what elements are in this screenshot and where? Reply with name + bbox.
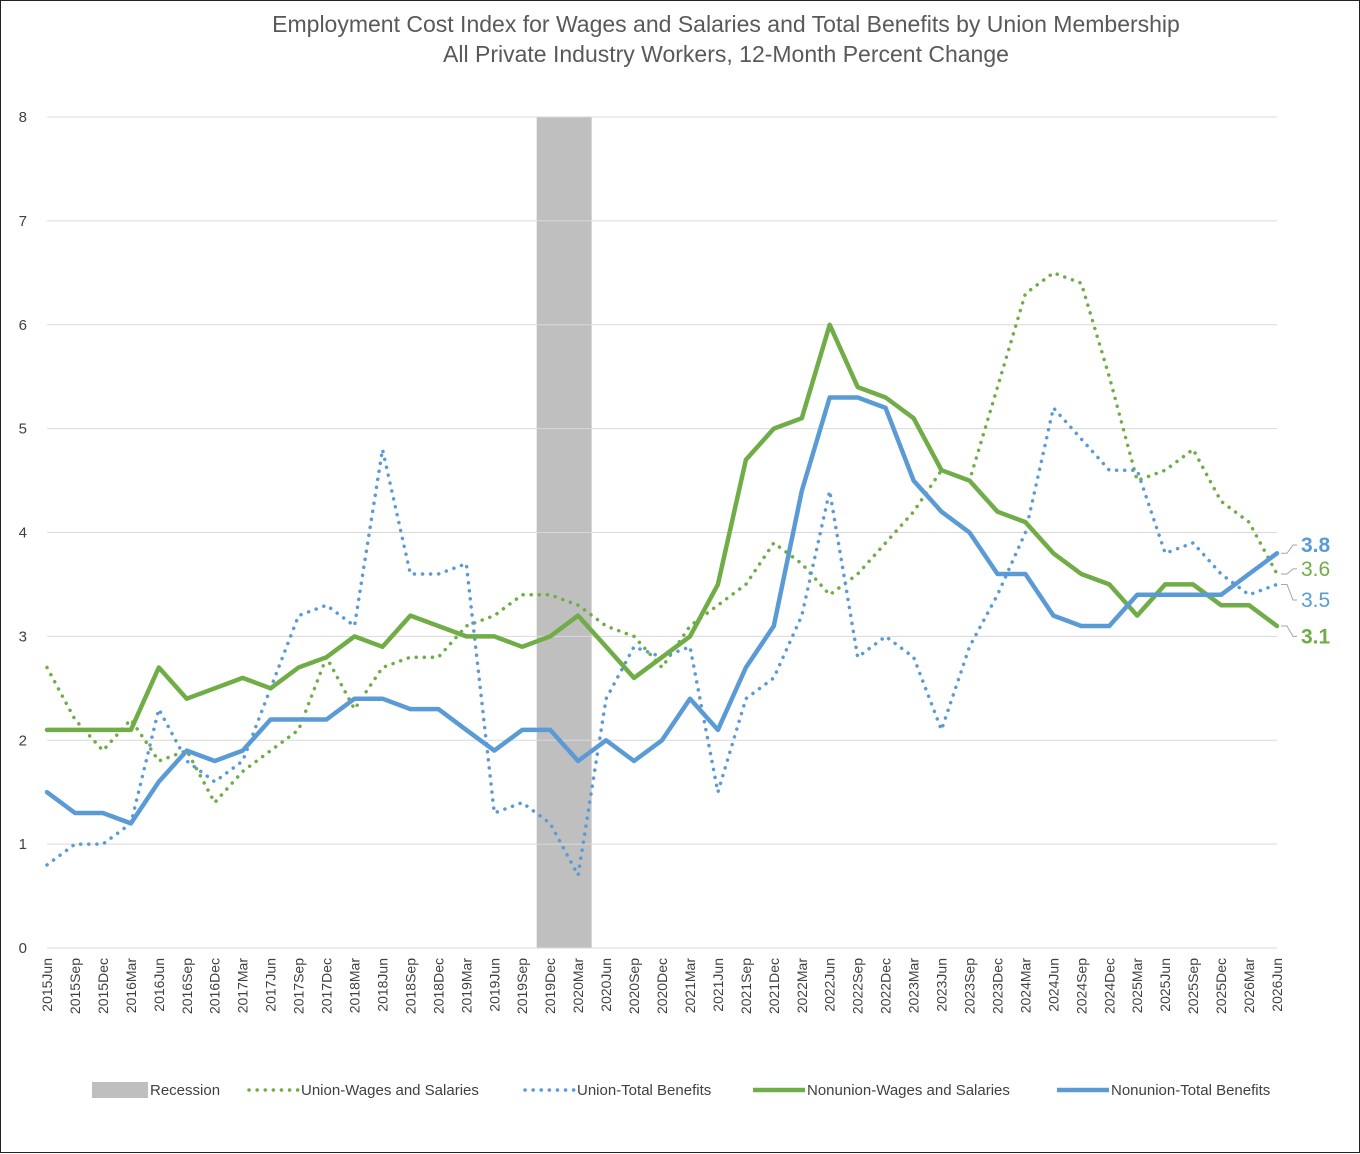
x-tick-label: 2020Jun <box>598 958 614 1012</box>
series-line-nonunion-wages-and-salaries <box>44 322 1280 733</box>
legend: Recession Union-Wages and Salaries Union-T… <box>92 1082 1270 1099</box>
legend-label: Nonunion-Total Benefits <box>1111 1082 1270 1099</box>
x-tick-label: 2020Dec <box>654 958 670 1014</box>
x-tick-label: 2021Jun <box>710 958 726 1012</box>
x-tick-label: 2015Dec <box>95 958 111 1014</box>
x-tick-label: 2022Dec <box>878 958 894 1014</box>
x-tick-label: 2018Mar <box>347 958 363 1014</box>
x-tick-label: 2016Mar <box>123 958 139 1014</box>
x-tick-label: 2024Mar <box>1017 958 1033 1014</box>
legend-label: Recession <box>150 1082 220 1099</box>
x-tick-label: 2016Sep <box>179 958 195 1014</box>
legend-swatch-recession <box>92 1082 148 1098</box>
x-tick-label: 2021Mar <box>682 958 698 1014</box>
x-tick-label: 2017Dec <box>319 958 335 1014</box>
x-tick-label: 2017Mar <box>235 958 251 1014</box>
y-tick-label: 3 <box>19 628 27 645</box>
series-line-union-wages-and-salaries <box>45 271 1279 805</box>
x-tick-label: 2016Jun <box>151 958 167 1012</box>
y-tick-label: 1 <box>19 836 27 853</box>
x-tick-label: 2018Sep <box>402 958 418 1014</box>
legend-label: Union-Wages and Salaries <box>301 1082 479 1099</box>
y-tick-label: 4 <box>19 525 27 542</box>
end-label: 3.6 <box>1301 558 1330 581</box>
x-tick-label: 2023Sep <box>962 958 978 1014</box>
legend-label: Nonunion-Wages and Salaries <box>807 1082 1010 1099</box>
y-tick-label: 8 <box>19 109 27 126</box>
legend-label: Union-Total Benefits <box>577 1082 711 1099</box>
x-tick-label: 2018Dec <box>430 958 446 1014</box>
y-tick-label: 7 <box>19 213 27 230</box>
y-tick-label: 5 <box>19 421 27 438</box>
x-tick-label: 2021Sep <box>738 958 754 1014</box>
x-tick-label: 2025Dec <box>1213 958 1229 1014</box>
y-tick-label: 6 <box>19 317 27 334</box>
y-tick-label: 2 <box>19 732 27 749</box>
x-tick-label: 2021Dec <box>766 958 782 1014</box>
end-label-leader <box>1281 544 1297 554</box>
chart-subtitle: All Private Industry Workers, 12-Month P… <box>443 41 1009 67</box>
end-label: 3.8 <box>1301 534 1331 557</box>
x-tick-label: 2015Sep <box>67 958 83 1014</box>
x-tick-label: 2018Jun <box>374 958 390 1012</box>
x-tick-label: 2026Mar <box>1241 958 1257 1014</box>
end-label: 3.1 <box>1301 625 1331 648</box>
x-tick-label: 2015Jun <box>39 958 55 1012</box>
series-line-union-total-benefits <box>45 406 1279 878</box>
x-tick-label: 2024Sep <box>1073 958 1089 1014</box>
plot-area: 0 1 2 3 4 5 6 7 8 2015Jun 2015Sep 2015Dec 2016Mar 201… <box>19 109 1331 1014</box>
x-tick-label: 2017Sep <box>291 958 307 1014</box>
x-tick-label: 2019Sep <box>514 958 530 1014</box>
x-tick-label: 2023Jun <box>934 958 950 1012</box>
y-tick-label: 0 <box>19 940 27 957</box>
end-label-leader <box>1281 583 1297 601</box>
end-label-leader <box>1281 625 1297 637</box>
x-tick-label: 2019Jun <box>486 958 502 1012</box>
chart-title: Employment Cost Index for Wages and Sala… <box>272 11 1180 37</box>
x-tick-label: 2016Dec <box>207 958 223 1014</box>
x-tick-label: 2022Sep <box>850 958 866 1014</box>
x-tick-label: 2026Jun <box>1269 958 1285 1012</box>
end-label: 3.5 <box>1301 589 1330 612</box>
x-tick-label: 2023Dec <box>989 958 1005 1014</box>
x-tick-label: 2025Sep <box>1185 958 1201 1014</box>
x-tick-label: 2023Mar <box>906 958 922 1014</box>
x-tick-label: 2019Dec <box>542 958 558 1014</box>
x-tick-label: 2020Mar <box>570 958 586 1014</box>
x-tick-label: 2022Jun <box>822 958 838 1012</box>
series-line-nonunion-total-benefits <box>44 395 1280 826</box>
x-tick-label: 2022Mar <box>794 958 810 1014</box>
x-tick-label: 2020Sep <box>626 958 642 1014</box>
x-tick-label: 2024Dec <box>1101 958 1117 1014</box>
x-tick-label: 2019Mar <box>458 958 474 1014</box>
x-tick-label: 2025Jun <box>1157 958 1173 1012</box>
end-label-leader <box>1281 568 1297 575</box>
x-tick-label: 2025Mar <box>1129 958 1145 1014</box>
x-tick-label: 2024Jun <box>1045 958 1061 1012</box>
x-tick-label: 2017Jun <box>263 958 279 1012</box>
